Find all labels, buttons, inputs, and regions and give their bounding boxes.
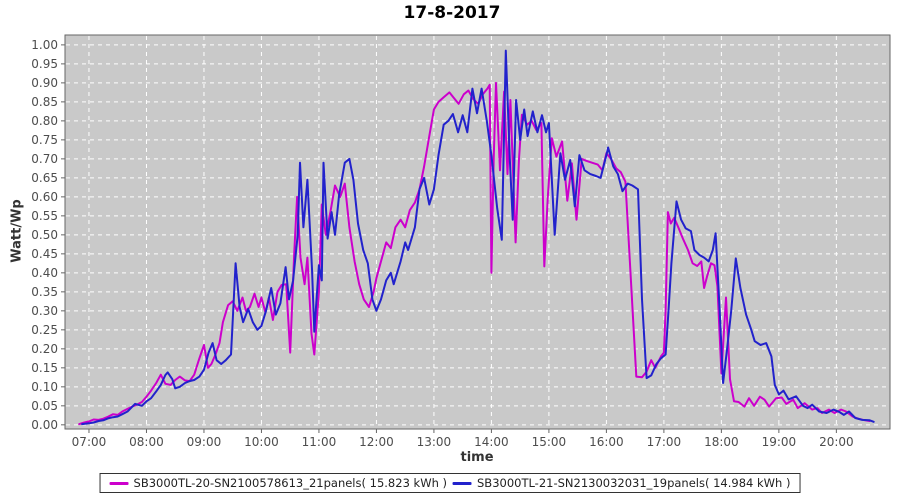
y-tick-label: 0.35: [31, 285, 58, 299]
legend-item-series2: SB3000TL-21-SN2130032031_19panels( 14.98…: [453, 476, 790, 490]
x-tick-label: 18:00: [704, 435, 739, 449]
y-tick-label: 0.05: [31, 399, 58, 413]
y-tick-label: 0.15: [31, 361, 58, 375]
legend-swatch-blue: [453, 481, 472, 485]
legend: SB3000TL-20-SN2100578613_21panels( 15.82…: [99, 473, 801, 493]
legend-item-series1: SB3000TL-20-SN2100578613_21panels( 15.82…: [109, 476, 447, 490]
y-tick-label: 0.55: [31, 209, 58, 223]
y-tick-label: 0.45: [31, 247, 58, 261]
y-tick-label: 0.90: [31, 76, 58, 90]
x-tick-label: 12:00: [359, 435, 394, 449]
x-axis-title: time: [460, 450, 494, 465]
x-tick-label: 08:00: [129, 435, 164, 449]
tick-labels: 0.00 0.05 0.10 0.15 0.20 0.25 0.30 0.35 0.40 0.45…: [31, 38, 853, 449]
y-tick-label: 0.25: [31, 323, 58, 337]
x-tick-label: 10:00: [244, 435, 279, 449]
series-line-blue: [81, 49, 875, 426]
x-tick-label: 11:00: [302, 435, 337, 449]
y-tick-label: 0.70: [31, 152, 58, 166]
y-tick-label: 0.50: [31, 228, 58, 242]
x-tick-label: 07:00: [72, 435, 107, 449]
legend-label-series2: SB3000TL-21-SN2130032031_19panels( 14.98…: [477, 476, 791, 490]
y-tick-label: 0.60: [31, 190, 58, 204]
y-tick-label: 0.85: [31, 95, 58, 109]
y-axis-title: Watt/Wp: [9, 199, 25, 263]
y-tick-label: 0.75: [31, 133, 58, 147]
y-tick-label: 0.40: [31, 266, 58, 280]
y-tick-label: 0.80: [31, 114, 58, 128]
y-tick-label: 0.20: [31, 342, 58, 356]
x-tick-label: 16:00: [589, 435, 624, 449]
x-tick-label: 19:00: [762, 435, 797, 449]
x-tick-label: 20:00: [819, 435, 854, 449]
tick-marks: [61, 44, 837, 433]
y-tick-label: 0.30: [31, 304, 58, 318]
x-tick-label: 13:00: [417, 435, 452, 449]
x-tick-label: 09:00: [187, 435, 222, 449]
y-tick-label: 1.00: [31, 38, 58, 52]
chart-title: 17-8-2017: [403, 3, 501, 23]
y-tick-label: 0.65: [31, 171, 58, 185]
y-tick-label: 0.10: [31, 380, 58, 394]
y-tick-label: 0.95: [31, 57, 58, 71]
plot-background: [64, 34, 891, 430]
x-tick-label: 15:00: [532, 435, 567, 449]
y-tick-label: 0.00: [31, 418, 58, 432]
x-tick-label: 14:00: [474, 435, 509, 449]
plot-canvas: 0.00 0.05 0.10 0.15 0.20 0.25 0.30 0.35 0.40 0.45…: [31, 34, 891, 449]
legend-swatch-magenta: [109, 481, 129, 485]
legend-label-series1: SB3000TL-20-SN2100578613_21panels( 15.82…: [133, 476, 447, 490]
x-tick-label: 17:00: [647, 435, 682, 449]
